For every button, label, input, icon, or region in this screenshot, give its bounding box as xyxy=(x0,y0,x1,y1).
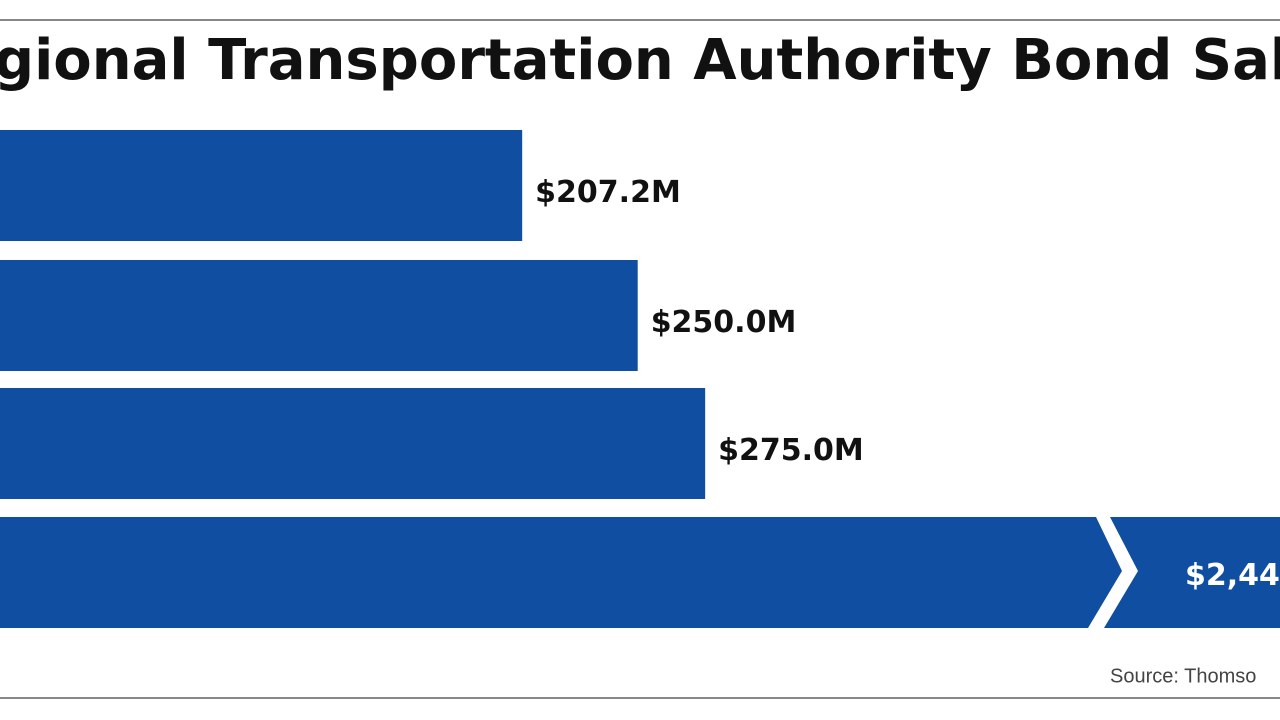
source-note: Source: Thomso xyxy=(1110,665,1256,687)
chart-title: gional Transportation Authority Bond Sal… xyxy=(0,28,1280,93)
value-label: $2,44 xyxy=(1185,558,1280,593)
bar xyxy=(0,517,1280,628)
value-label: $207.2M xyxy=(535,175,681,210)
bar xyxy=(0,388,706,499)
value-label: $275.0M xyxy=(718,433,864,468)
value-label: $250.0M xyxy=(651,305,797,340)
bar xyxy=(0,260,638,371)
bar xyxy=(0,130,523,241)
axis-break xyxy=(1088,517,1138,628)
